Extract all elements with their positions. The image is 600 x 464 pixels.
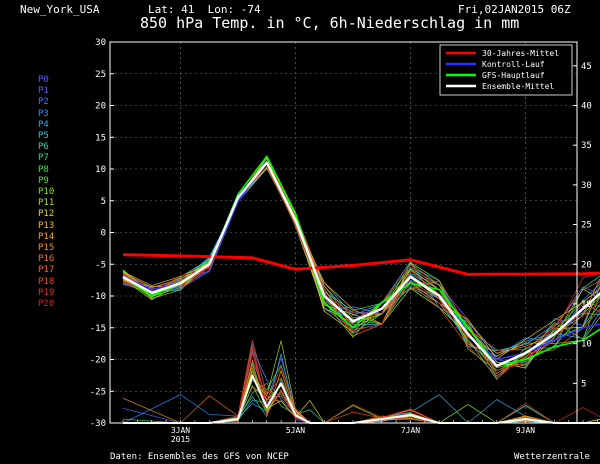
- member-label-p19: P19: [38, 287, 55, 298]
- y-left-tick-label: -10: [90, 292, 106, 302]
- member-label-p10: P10: [38, 187, 55, 197]
- legend-entry-label: Kontroll-Lauf: [482, 60, 545, 69]
- y-left-tick-label: 10: [95, 165, 106, 175]
- y-left-tick-label: -30: [90, 419, 106, 429]
- chart-grid: [110, 42, 577, 423]
- y-left-tick-label: -5: [95, 260, 106, 270]
- y-left-tick-label: 15: [95, 133, 106, 143]
- x-tick-sublabel: 2015: [171, 435, 190, 444]
- y-right-tick-label: 10: [581, 340, 592, 350]
- x-tick-label: 3JAN: [171, 426, 190, 435]
- chart-title: 850 hPa Temp. in °C, 6h-Niederschlag in …: [140, 14, 520, 32]
- y-right-tick-label: 5: [581, 379, 586, 389]
- legend-entry-label: 30-Jahres-Mittel: [482, 49, 559, 58]
- data-source-label: Daten: Ensembles des GFS von NCEP: [110, 452, 289, 462]
- run-date-label: Fri,02JAN2015 06Z: [458, 3, 571, 16]
- member-label-p11: P11: [38, 198, 55, 209]
- y-right-tick-label: 30: [581, 181, 592, 191]
- y-left-tick-label: 30: [95, 38, 106, 48]
- series-line-30-jahres-mittel: [122, 253, 600, 276]
- x-tick-label: 9JAN: [516, 426, 535, 435]
- y-left-tick-label: 5: [101, 197, 106, 207]
- member-label-p20: P20: [38, 299, 55, 309]
- member-label-p13: P13: [38, 220, 55, 231]
- member-label-p14: P14: [38, 231, 55, 242]
- member-line-p18: [122, 155, 600, 377]
- member-label-p0: P0: [38, 75, 49, 85]
- member-label-p18: P18: [38, 276, 55, 287]
- legend-entry-label: GFS-Hauptlauf: [482, 71, 545, 80]
- y-right-tick-label: 45: [581, 62, 592, 72]
- member-label-p12: P12: [38, 209, 55, 220]
- member-label-p3: P3: [38, 108, 49, 119]
- member-label-p4: P4: [38, 119, 49, 130]
- member-line-p16: [122, 166, 600, 351]
- y-right-tick-label: 35: [581, 141, 592, 151]
- x-tick-label: 7JAN: [401, 426, 420, 435]
- y-right-tick-label: 25: [581, 221, 592, 231]
- member-label-p15: P15: [38, 243, 55, 253]
- location-label: New_York_USA: [20, 3, 100, 16]
- legend-entry-label: Ensemble-Mittel: [482, 82, 554, 91]
- member-label-p6: P6: [38, 142, 49, 153]
- y-right-tick-label: 40: [581, 102, 592, 112]
- member-label-p9: P9: [38, 175, 49, 186]
- series-line-ensemble-mittel: [122, 161, 600, 368]
- brand-label: Wetterzentrale: [514, 452, 590, 462]
- chart-axes: -30 -25 -20 -15 -10 -5 0 5 10 15 20 25 30 5 10 15 20 25 30…: [90, 38, 598, 444]
- chart-legend: 30-Jahres-Mittel Kontroll-Lauf GFS-Hauptla…: [439, 44, 573, 96]
- member-label-p7: P7: [38, 153, 49, 164]
- member-label-p17: P17: [38, 265, 55, 276]
- member-label-p1: P1: [38, 86, 49, 97]
- y-left-tick-label: 25: [95, 70, 106, 80]
- y-left-tick-label: -20: [90, 356, 106, 366]
- member-label-p16: P16: [38, 254, 55, 265]
- y-left-tick-label: 20: [95, 102, 106, 112]
- member-label-p2: P2: [38, 97, 49, 108]
- member-line-p19: [122, 165, 600, 374]
- series-line-gfs-hauptlauf: [122, 155, 600, 367]
- y-right-tick-label: 20: [581, 260, 592, 270]
- y-left-tick-label: -15: [90, 324, 106, 334]
- member-label-p5: P5: [38, 131, 49, 141]
- member-label-p8: P8: [38, 164, 49, 175]
- y-right-tick-label: 15: [581, 300, 592, 310]
- coords-label: Lat: 41 Lon: -74: [148, 3, 261, 16]
- y-left-tick-label: 0: [101, 229, 106, 239]
- y-left-tick-label: -25: [90, 387, 106, 397]
- x-tick-label: 5JAN: [286, 426, 305, 435]
